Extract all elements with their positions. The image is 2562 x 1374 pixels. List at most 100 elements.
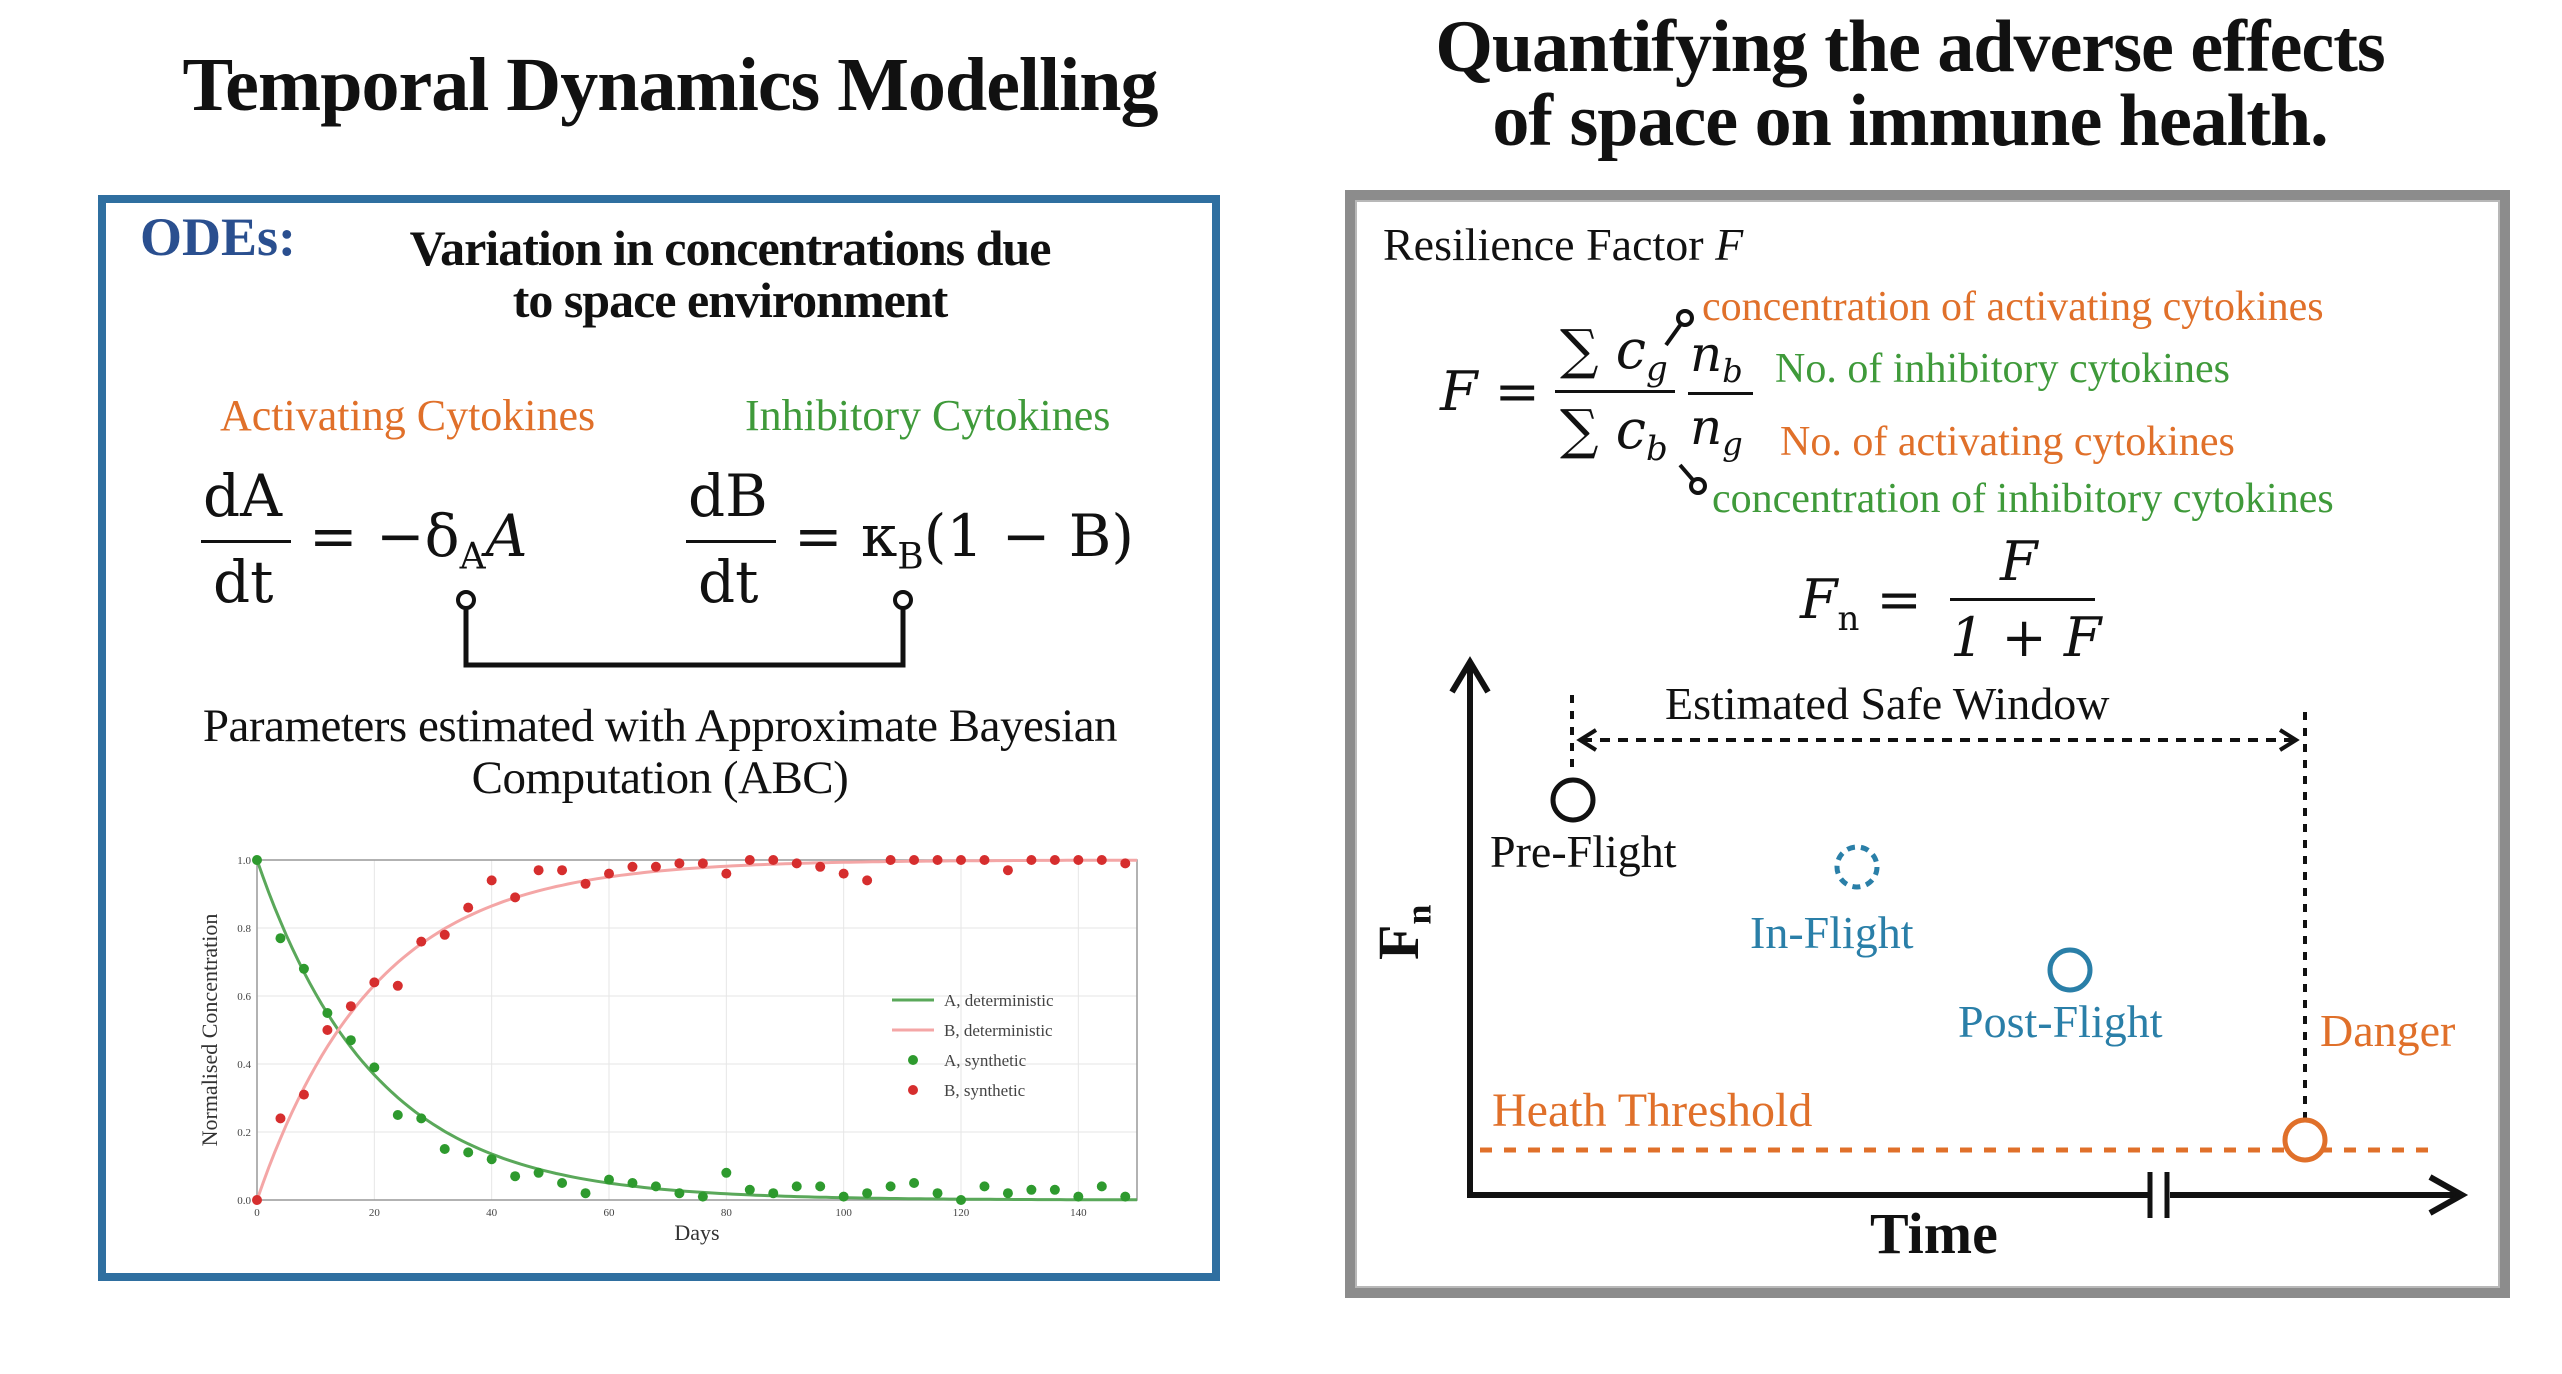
- right-title-line2: of space on immune health.: [1492, 80, 2328, 162]
- right-title-line1: Quantifying the adverse effects: [1435, 6, 2385, 88]
- fn-symbol: F: [1800, 568, 1838, 631]
- data-point: [510, 892, 521, 903]
- data-point: [557, 1178, 568, 1188]
- annotation-ng: No. of activating cytokines: [1780, 419, 2235, 465]
- eq1-end: A: [485, 502, 528, 570]
- data-point: [674, 1188, 685, 1199]
- x-tick-label: 60: [604, 1207, 616, 1219]
- data-point: [1120, 1191, 1131, 1202]
- data-point: [627, 861, 638, 872]
- data-point: [697, 858, 708, 869]
- right-title: Quantifying the adverse effects of space…: [1340, 10, 2480, 158]
- x-tick-label: 140: [1070, 1207, 1087, 1219]
- data-point: [463, 1147, 474, 1158]
- data-point: [580, 1188, 591, 1199]
- data-point: [298, 1089, 309, 1100]
- f-fraction-bar-1: [1555, 390, 1675, 393]
- data-point: [862, 875, 873, 886]
- fn-equals: =: [1876, 568, 1922, 631]
- eq1-rhs-text: = −δ: [309, 502, 460, 570]
- data-point: [838, 868, 849, 879]
- data-point: [463, 902, 474, 913]
- data-point: [369, 1062, 380, 1073]
- data-point: [838, 1191, 849, 1202]
- concentration-chart: 0 20 40 60 80 100 120 140 0.0 0.2 0.4 0.6 0.8 1.0 Days…: [197, 855, 1138, 1245]
- coupling-bracket: [456, 590, 913, 668]
- y-tick-label: 0.4: [237, 1059, 251, 1071]
- y-tick-label: 0.0: [237, 1195, 251, 1207]
- data-point: [369, 977, 380, 988]
- data-point: [510, 1171, 521, 1182]
- f2-den: n: [1690, 398, 1723, 456]
- data-point: [557, 865, 568, 876]
- data-point: [580, 878, 591, 889]
- post-flight-marker: [2047, 947, 2093, 993]
- equation-activating: dA dt = −δAA: [195, 462, 595, 622]
- eq2-rhs-text: = κ: [794, 502, 898, 570]
- data-point: [862, 1188, 873, 1199]
- x-tick-label: 80: [721, 1207, 733, 1219]
- legend-label: B, synthetic: [944, 1081, 1026, 1100]
- f-num-sub: g: [1645, 348, 1668, 389]
- legend-swatch: [908, 1085, 918, 1095]
- inhibitory-cytokines-label: Inhibitory Cytokines: [745, 391, 1111, 440]
- x-tick-label: 120: [953, 1207, 970, 1219]
- legend-label: A, deterministic: [944, 991, 1054, 1010]
- data-point: [791, 1181, 802, 1192]
- right-panel: [1345, 190, 2510, 1298]
- annotation-cb: concentration of inhibitory cytokines: [1712, 476, 2334, 522]
- data-point: [721, 868, 732, 879]
- data-point: [1026, 1184, 1037, 1195]
- annotation-nb: No. of inhibitory cytokines: [1775, 346, 2230, 392]
- f-den-sum: ∑ c: [1560, 398, 1646, 461]
- left-panel: [98, 195, 1220, 1281]
- post-flight-label: Post-Flight: [1958, 996, 2163, 1047]
- eq2-rhs: = κB(1 − B): [794, 502, 1134, 578]
- data-point: [322, 1025, 333, 1035]
- data-point: [674, 858, 685, 869]
- safe-window-label: Estimated Safe Window: [1665, 678, 2110, 729]
- odes-description-line2: to space environment: [512, 272, 949, 328]
- data-point: [1096, 1181, 1107, 1192]
- y-axis-symbol: F: [1366, 924, 1431, 960]
- y-axis-subscript: n: [1398, 904, 1439, 925]
- y-tick-label: 0.8: [237, 923, 251, 935]
- data-point: [979, 1181, 990, 1192]
- x-axis-title: Days: [674, 1220, 719, 1245]
- data-point: [1002, 1188, 1013, 1199]
- data-point: [885, 855, 896, 865]
- left-title: Temporal Dynamics Modelling: [182, 43, 1158, 127]
- data-point: [416, 936, 427, 947]
- eq1-denominator: dt: [213, 548, 274, 616]
- fn-numerator: F: [2000, 530, 2038, 593]
- data-point: [1096, 855, 1107, 865]
- data-point: [932, 1188, 943, 1199]
- data-point: [697, 1191, 708, 1202]
- data-point: [1026, 855, 1037, 865]
- data-point: [392, 980, 403, 991]
- danger-label: Danger: [2320, 1005, 2456, 1056]
- data-point: [322, 1008, 333, 1018]
- fn-subscript: n: [1837, 598, 1860, 639]
- resilience-symbol: F: [1715, 219, 1744, 270]
- activating-cytokines-label: Activating Cytokines: [220, 391, 596, 440]
- f-numerator: ∑ cg: [1560, 318, 1668, 389]
- eq2-subscript: B: [897, 536, 924, 578]
- odes-label: ODEs:: [140, 207, 297, 267]
- f2-num-sub: b: [1722, 352, 1743, 390]
- y-axis-title: Normalised Concentration: [197, 914, 222, 1147]
- abc-line2: Computation (ABC): [471, 752, 849, 804]
- data-point: [979, 855, 990, 865]
- data-point: [721, 1167, 732, 1178]
- data-point: [791, 858, 802, 869]
- f2-num: n: [1690, 325, 1723, 383]
- data-point: [604, 1174, 614, 1185]
- f2-den-sub: g: [1722, 425, 1743, 463]
- data-point: [885, 1181, 896, 1192]
- f-fraction-bar-2: [1688, 392, 1753, 395]
- f-num-sum: ∑ c: [1560, 318, 1646, 381]
- in-flight-label: In-Flight: [1750, 907, 1914, 958]
- data-point: [275, 933, 286, 944]
- eq2-denominator: dt: [698, 548, 759, 616]
- timeline-diagram: [1449, 656, 2469, 1218]
